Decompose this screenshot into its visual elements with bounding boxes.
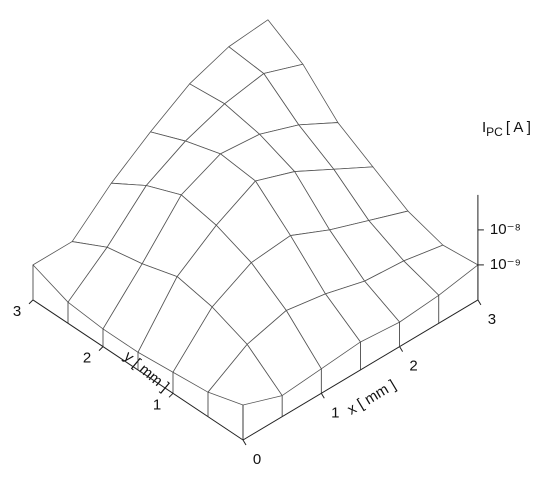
- y-tick-label: 3: [13, 303, 21, 320]
- x-tick-label: 3: [488, 311, 496, 328]
- y-tick: [169, 393, 173, 397]
- x-tick-label: 1: [331, 404, 339, 421]
- x-tick: [478, 300, 481, 305]
- x-tick: [400, 347, 403, 352]
- y-tick-label: 1: [153, 396, 161, 413]
- z-tick-label: 10⁻⁸: [490, 221, 521, 238]
- x-tick-label: 2: [409, 358, 417, 375]
- z-axis-title: IPC[ A ]: [482, 119, 531, 139]
- y-tick-label: 2: [83, 350, 91, 367]
- x-tick: [243, 440, 246, 445]
- z-title-unit: [ A ]: [506, 119, 531, 136]
- y-tick: [29, 300, 33, 304]
- z-tick-label: 10⁻⁹: [490, 256, 521, 273]
- x-axis-title: x [ mm ]: [344, 377, 398, 419]
- y-tick: [99, 347, 103, 351]
- chart: IPC[ A ] x [ mm ] y [ mm ] 012312310⁻⁹10…: [0, 0, 558, 479]
- x-tick-label: 0: [253, 451, 261, 468]
- x-tick: [321, 393, 324, 398]
- z-title-sub: PC: [486, 125, 503, 139]
